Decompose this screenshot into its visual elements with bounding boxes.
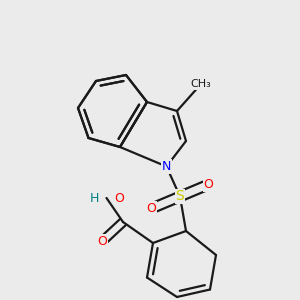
Text: S: S — [176, 190, 184, 203]
Text: O: O — [114, 191, 124, 205]
Text: O: O — [97, 235, 107, 248]
Text: H: H — [90, 191, 99, 205]
Text: O: O — [204, 178, 213, 191]
Text: CH₃: CH₃ — [190, 79, 212, 89]
Text: N: N — [162, 160, 171, 173]
Text: O: O — [147, 202, 156, 215]
